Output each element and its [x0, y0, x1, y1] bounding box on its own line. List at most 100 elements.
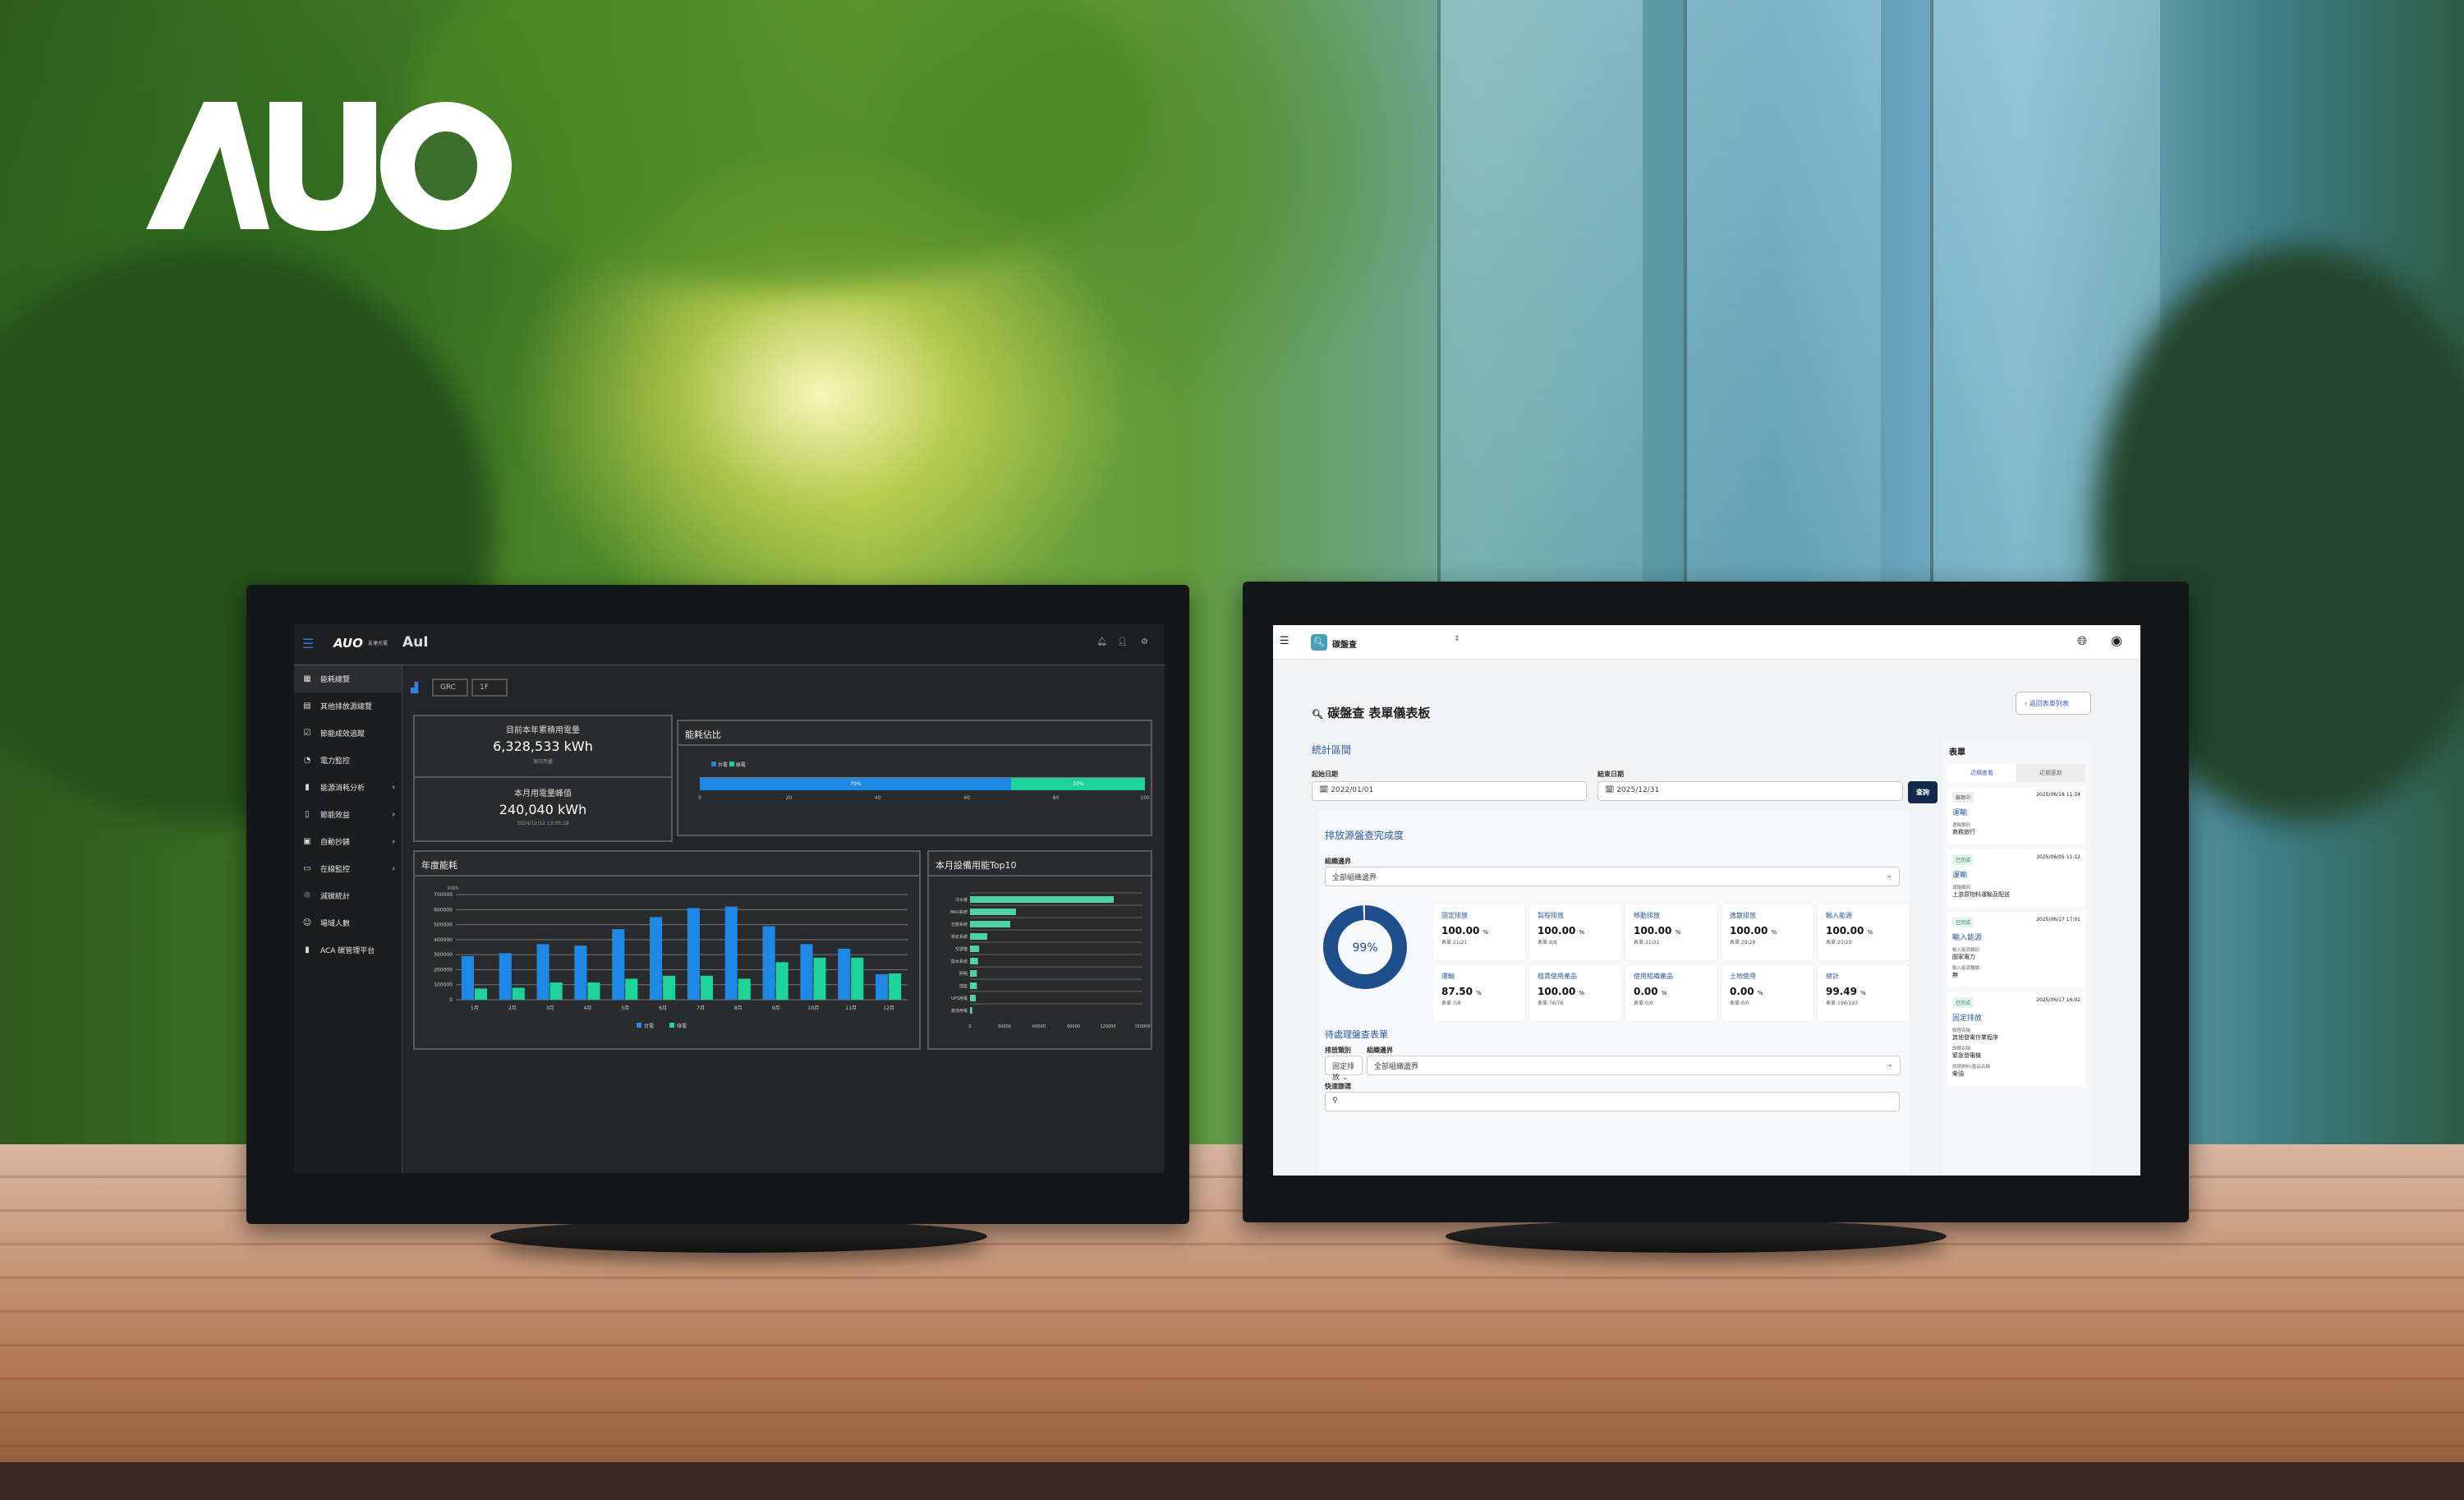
carbon-search-icon: 🔍︎: [1312, 709, 1323, 720]
x-tick-label: 150000: [1134, 1024, 1150, 1029]
y-tick-label: MAU系統: [950, 909, 968, 915]
bar-grid: [536, 944, 549, 1000]
stat-card: 運輸 87.50 % 表單:7/8: [1433, 965, 1525, 1021]
stat-value: 100.00: [1538, 925, 1576, 936]
form-card[interactable]: 編寫中 2025/06/18 11:34 運輸 運輸類別 商務旅行: [1947, 787, 2085, 844]
stat-unit: %: [1757, 990, 1763, 996]
menu-icon[interactable]: ☰: [1280, 635, 1289, 647]
bar-green: [625, 978, 638, 1000]
start-date-input[interactable]: 🗓 2022/01/01: [1312, 781, 1587, 801]
x-tick-label: 2月: [508, 1005, 517, 1011]
menu-icon[interactable]: ☰: [302, 636, 315, 651]
share-tick: 20: [785, 795, 793, 801]
sidebar-item[interactable]: ◔ 電力監控: [294, 747, 402, 774]
globe-icon[interactable]: 🌐︎: [2076, 633, 2087, 648]
bar-grid: [461, 955, 474, 1000]
sidebar-item[interactable]: ▮ ACA 碳管理平台: [294, 936, 402, 964]
stat-value: 100.00: [1441, 925, 1480, 936]
field-value: 商務旅行: [1952, 829, 1975, 835]
bar-green: [700, 975, 714, 1000]
sidebar-item[interactable]: ▣ 自動抄錶 ›: [294, 828, 402, 855]
building-icon[interactable]: ▟: [411, 682, 419, 693]
sidebar-item[interactable]: ▭ 在線監控 ›: [294, 855, 402, 882]
stat-value: 0.00: [1730, 986, 1754, 997]
pending-boundary-select[interactable]: 全部組織邊界 ⌄: [1367, 1056, 1901, 1075]
field-value: 柴油: [1952, 1070, 1964, 1077]
field-label: 運輸類別: [1952, 886, 1971, 890]
sidebar-item[interactable]: ▤ 其他排放源總覽: [294, 692, 402, 720]
stat-name: 製程排放: [1538, 912, 1564, 919]
back-to-list-button[interactable]: ‹ 返回表單列表: [2016, 692, 2091, 715]
site-filter-button[interactable]: GRC: [432, 679, 468, 697]
status-badge: 已完成: [1952, 854, 1974, 865]
floor-filter-button[interactable]: 1F: [471, 679, 508, 697]
form-card[interactable]: 已完成 2025/06/05 11:12 運輸 運輸類別 上游原物料運輸及配送: [1947, 849, 2085, 907]
sidebar-item-label: 自動抄錶: [320, 839, 351, 847]
auo-logo-subtitle: 友達光電: [368, 641, 388, 646]
legend-label: 綠電: [677, 1023, 687, 1029]
x-tick-label: 10月: [808, 1005, 820, 1011]
end-date-input[interactable]: 🗓 2025/12/31: [1597, 781, 1903, 801]
legend-swatch: [669, 1023, 674, 1028]
boundary-value: 全部組織邊界: [1332, 874, 1377, 882]
phone-icon: ▯: [305, 810, 310, 819]
sidebar-item-label: 在線監控: [320, 866, 351, 874]
quick-filter-input[interactable]: ⚲: [1325, 1092, 1900, 1111]
category-label: 排放類別: [1325, 1047, 1351, 1054]
category-select[interactable]: 固定排放 ⌄: [1325, 1056, 1363, 1082]
stat-count: 表單:21/21: [1441, 940, 1468, 946]
settings-icon[interactable]: ⚙: [1141, 637, 1148, 646]
monitor-stand-base: [490, 1220, 987, 1253]
end-date-label: 結束日期: [1597, 771, 1624, 778]
app-switcher[interactable]: 碳盤查: [1332, 641, 1357, 650]
stat-value: 99.49: [1826, 986, 1857, 997]
search-icon: ⚲: [1332, 1097, 1338, 1105]
form-card[interactable]: 已完成 2025/06/17 17:01 輸入能源 輸入能源類別 國家電力 輸入能源種類無: [1947, 912, 2085, 987]
share-tick: 80: [1052, 795, 1060, 801]
annual-energy-panel: 年度能耗 kWh 0 100000 200000 300000 400000 500000 6…: [413, 850, 921, 1050]
account-icon[interactable]: ◉: [2111, 633, 2122, 648]
stat-name: 總計: [1826, 973, 1839, 980]
user-icon[interactable]: 👤︎: [1117, 637, 1128, 646]
bar-green: [851, 957, 864, 1000]
y-tick-label: 700000: [434, 892, 453, 898]
form-time: 2025/06/18 11:34: [2036, 792, 2080, 798]
sidebar-item[interactable]: ☑ 節能成效追蹤: [294, 720, 402, 747]
energy-share-panel: 能耗佔比 台電 綠電 70% 30% 0 20 40 60 80 100: [677, 720, 1152, 836]
monitor-stand-base: [1446, 1220, 1947, 1253]
energy-share-bar: 70% 30%: [700, 777, 1145, 790]
legend-swatch-grid: [711, 762, 716, 766]
field-label: 運輸類別: [1952, 823, 1971, 828]
sidebar-item[interactable]: ▮ 能源消耗分析 ›: [294, 774, 402, 801]
stat-card: 租賃使用產品 100.00 % 表單:76/76: [1529, 965, 1621, 1021]
forms-panel: 表單 近期查看 近期更新 編寫中 2025/06/18 11:34 運輸 運輸類別 商務…: [1942, 738, 2090, 1176]
form-card[interactable]: 已完成 2025/06/17 16:02 固定排放 製程名稱 其他發電作業程序 設備名稱緊…: [1947, 992, 2085, 1086]
x-tick-label: 120000: [1100, 1024, 1115, 1029]
query-button[interactable]: 查詢: [1908, 781, 1938, 803]
chevron-right-icon: ›: [392, 810, 395, 819]
bar-green: [663, 975, 676, 1000]
field-value: 無: [1952, 972, 1958, 978]
y-tick-label: 其他用電: [951, 1008, 968, 1014]
sidebar-item[interactable]: ▯ 節能效益 ›: [294, 801, 402, 828]
y-tick-label: 300000: [434, 952, 453, 958]
bar-grid: [687, 908, 700, 1000]
field-value: 緊急發電機: [1952, 1052, 1981, 1059]
stat-unit: %: [1579, 929, 1585, 936]
updown-chevron-icon[interactable]: ⇕: [1454, 635, 1460, 643]
category-value: 固定排放: [1332, 1063, 1355, 1082]
sidebar-item-label: 能源消耗分析: [320, 785, 365, 793]
sidebar-item[interactable]: ☺ 場域人數: [294, 909, 402, 936]
x-tick-label: 7月: [696, 1005, 705, 1011]
sidebar-item[interactable]: ♲ 減碳統計: [294, 882, 402, 909]
sidebar-item-label: 節能效益: [320, 812, 351, 820]
notification-icon[interactable]: 🔔︎: [1096, 637, 1107, 646]
boundary-select[interactable]: 全部組織邊界 ⌄: [1325, 867, 1900, 886]
pending-boundary-value: 全部組織邊界: [1374, 1063, 1419, 1071]
tab-recently-updated[interactable]: 近期更新: [2016, 764, 2085, 782]
tab-recently-viewed[interactable]: 近期查看: [1947, 764, 2016, 782]
sidebar-item[interactable]: ▦ 能耗總覽: [294, 665, 402, 692]
sidebar-item-label: ACA 碳管理平台: [320, 947, 375, 955]
share-segment: 30%: [1011, 778, 1145, 790]
share-segment: 70%: [700, 778, 1012, 790]
